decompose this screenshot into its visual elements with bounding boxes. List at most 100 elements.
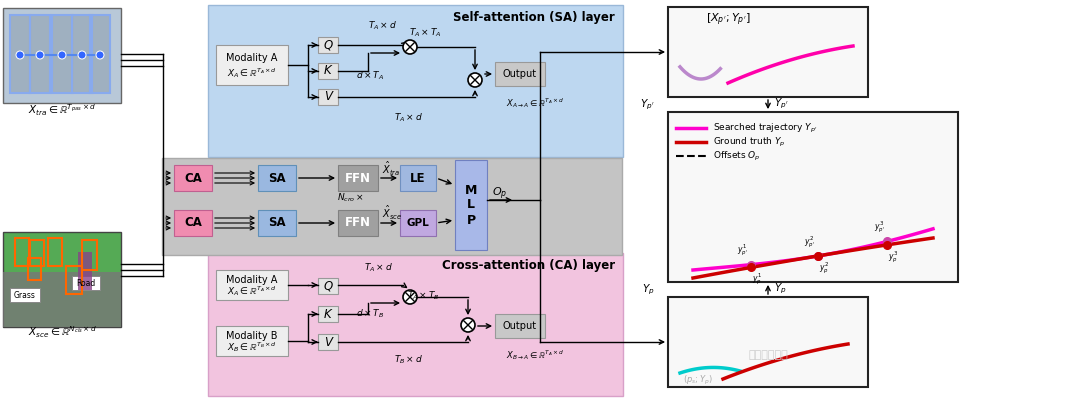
- Text: Road: Road: [77, 279, 96, 288]
- Bar: [15, 238, 29, 266]
- Bar: [455, 160, 487, 250]
- Text: $O_p$: $O_p$: [492, 186, 508, 202]
- Text: $X_{tra} \in \mathbb{R}^{T_{pas} \times d}$: $X_{tra} \in \mathbb{R}^{T_{pas} \times …: [28, 102, 96, 118]
- Bar: [10, 288, 40, 302]
- Bar: [30, 15, 50, 93]
- Bar: [52, 15, 72, 93]
- Bar: [174, 210, 212, 236]
- Bar: [208, 253, 623, 396]
- Text: $\hat{X}_{tra}$: $\hat{X}_{tra}$: [382, 160, 401, 178]
- Text: $(p_s; Y_p)$: $(p_s; Y_p)$: [683, 373, 713, 387]
- Text: $T_B \times d$: $T_B \times d$: [393, 354, 422, 366]
- Bar: [258, 165, 296, 191]
- Circle shape: [461, 318, 475, 332]
- Bar: [72, 276, 100, 290]
- Text: $y_{p^\prime}^2$: $y_{p^\prime}^2$: [804, 234, 815, 250]
- Text: Searched trajectory $Y_{p^\prime}$: Searched trajectory $Y_{p^\prime}$: [713, 121, 818, 134]
- Bar: [30, 240, 44, 266]
- Circle shape: [36, 51, 44, 59]
- Text: $T_A \times d$: $T_A \times d$: [364, 262, 392, 274]
- Text: K: K: [324, 65, 332, 77]
- Bar: [3, 8, 121, 103]
- Text: $y_{p^\prime}^1$: $y_{p^\prime}^1$: [737, 243, 748, 259]
- Bar: [669, 297, 868, 387]
- Text: $X_{B \rightarrow A} \in \mathbb{R}^{T_A \times d}$: $X_{B \rightarrow A} \in \mathbb{R}^{T_A…: [507, 348, 564, 362]
- Text: $[X_{p^\prime}; Y_{p^\prime}]$: $[X_{p^\prime}; Y_{p^\prime}]$: [705, 12, 751, 28]
- Text: $X_{A \rightarrow A} \in \mathbb{R}^{T_A \times d}$: $X_{A \rightarrow A} \in \mathbb{R}^{T_A…: [507, 96, 564, 110]
- Text: Q: Q: [323, 38, 333, 51]
- Bar: [208, 5, 623, 157]
- Bar: [78, 252, 92, 290]
- Text: LE: LE: [410, 172, 426, 184]
- Text: $N_{cro} \times$: $N_{cro} \times$: [337, 192, 364, 204]
- Text: $Y_p$: $Y_p$: [774, 282, 786, 296]
- Bar: [400, 165, 436, 191]
- Bar: [174, 165, 212, 191]
- Text: Modality A: Modality A: [227, 53, 278, 63]
- Text: $y_p^2$: $y_p^2$: [819, 260, 828, 276]
- Text: $T_A \times d$: $T_A \times d$: [367, 20, 396, 32]
- Text: $Y_{p^\prime}$: $Y_{p^\prime}$: [774, 97, 788, 111]
- Bar: [66, 266, 82, 294]
- Text: GPL: GPL: [407, 218, 430, 228]
- Text: FFN: FFN: [345, 172, 372, 184]
- Bar: [669, 112, 958, 282]
- Bar: [3, 272, 121, 327]
- Text: $T_A \times T_B$: $T_A \times T_B$: [407, 290, 440, 302]
- Bar: [52, 15, 72, 93]
- Circle shape: [468, 73, 482, 87]
- Text: Output: Output: [503, 321, 537, 331]
- Bar: [258, 210, 296, 236]
- Text: Grass: Grass: [14, 290, 36, 300]
- Text: $X_A \in \mathbb{R}^{T_A \times d}$: $X_A \in \mathbb{R}^{T_A \times d}$: [227, 66, 278, 80]
- Text: K: K: [324, 308, 332, 320]
- Text: $Y_{p^\prime}$: $Y_{p^\prime}$: [640, 98, 654, 112]
- Circle shape: [403, 40, 417, 54]
- Text: Self-attention (SA) layer: Self-attention (SA) layer: [454, 12, 615, 24]
- Text: CA: CA: [184, 217, 202, 229]
- Circle shape: [96, 51, 104, 59]
- Text: $d \times T_B$: $d \times T_B$: [356, 308, 384, 320]
- Text: CA: CA: [184, 172, 202, 184]
- Bar: [72, 15, 92, 93]
- Text: Offsets $O_p$: Offsets $O_p$: [713, 150, 760, 162]
- Text: Modality B: Modality B: [226, 331, 278, 341]
- Bar: [216, 45, 288, 85]
- Bar: [318, 334, 338, 350]
- Text: V: V: [324, 336, 332, 348]
- Text: Ground truth $Y_p$: Ground truth $Y_p$: [713, 135, 785, 148]
- Bar: [669, 7, 868, 97]
- Bar: [216, 270, 288, 300]
- Bar: [90, 15, 110, 93]
- Bar: [338, 165, 378, 191]
- Text: SA: SA: [268, 217, 286, 229]
- Bar: [28, 258, 41, 280]
- Text: $d \times T_A$: $d \times T_A$: [356, 70, 384, 82]
- Text: Output: Output: [503, 69, 537, 79]
- Bar: [338, 210, 378, 236]
- Text: $X_{sce} \in \mathbb{R}^{N_{cls} \times d}$: $X_{sce} \in \mathbb{R}^{N_{cls} \times …: [27, 324, 96, 340]
- Text: $y_{p^\prime}^3$: $y_{p^\prime}^3$: [874, 219, 886, 235]
- Text: 自动驾驶之心: 自动驾驶之心: [748, 350, 788, 360]
- Text: M
L
P: M L P: [464, 184, 477, 227]
- Circle shape: [403, 290, 417, 304]
- Text: Modality A: Modality A: [227, 275, 278, 285]
- Bar: [162, 158, 622, 255]
- Text: $Y_p$: $Y_p$: [643, 283, 654, 297]
- Text: Q: Q: [323, 280, 333, 292]
- Text: $y_p^3$: $y_p^3$: [889, 249, 899, 265]
- Text: $T_A \times d$: $T_A \times d$: [393, 112, 422, 124]
- Bar: [10, 15, 30, 93]
- Bar: [72, 15, 92, 93]
- Text: FFN: FFN: [345, 217, 372, 229]
- Bar: [495, 62, 545, 86]
- Bar: [10, 15, 30, 93]
- Bar: [318, 278, 338, 294]
- Bar: [318, 37, 338, 53]
- Circle shape: [58, 51, 66, 59]
- Bar: [216, 326, 288, 356]
- Bar: [318, 89, 338, 105]
- Bar: [318, 306, 338, 322]
- Circle shape: [16, 51, 24, 59]
- Bar: [318, 63, 338, 79]
